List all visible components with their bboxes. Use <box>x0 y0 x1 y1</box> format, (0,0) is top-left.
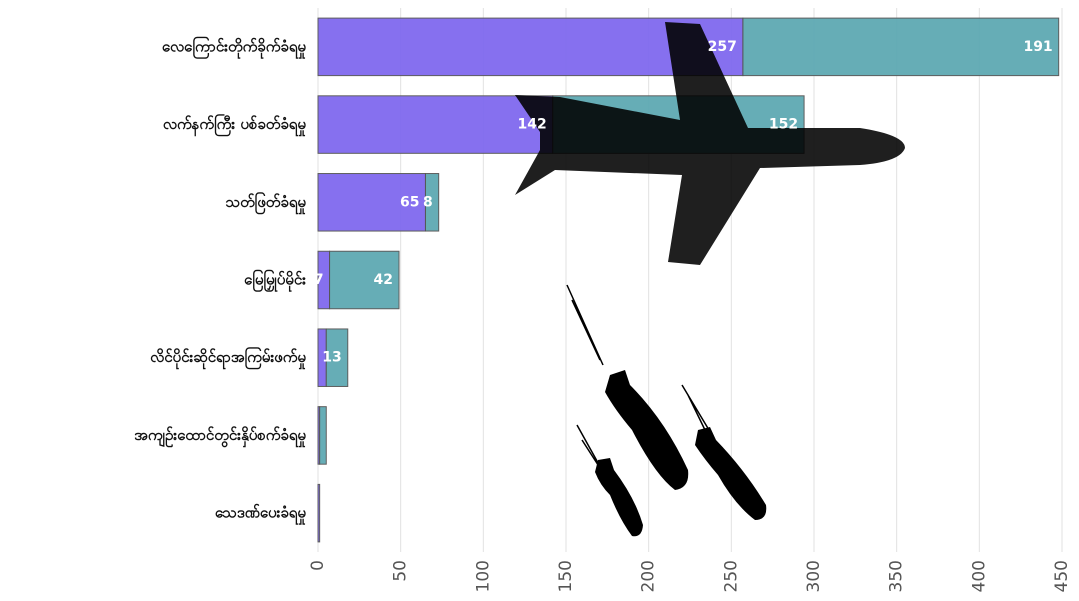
x-tick-label: 400 <box>969 560 989 592</box>
x-tick-label: 250 <box>721 560 741 592</box>
x-tick-label: 50 <box>391 560 411 582</box>
value-label: 257 <box>708 39 737 55</box>
bar-segment <box>320 407 327 465</box>
value-label: 65 <box>400 194 419 210</box>
value-label: 142 <box>518 117 547 133</box>
value-label: 7 <box>314 272 324 288</box>
value-label: 42 <box>374 272 393 288</box>
x-tick-label: 350 <box>887 560 907 592</box>
x-tick-label: 200 <box>639 560 659 592</box>
bar-segment <box>743 18 1059 76</box>
x-tick-label: 300 <box>804 560 824 592</box>
y-tick-label: သတ်ဖြတ်ခံရမှု <box>226 191 307 215</box>
bar-segment <box>318 484 320 542</box>
value-label: 8 <box>423 194 433 210</box>
y-tick-label: သေဒဏ်ပေးခံရမှု <box>215 503 307 526</box>
value-label: 13 <box>322 350 341 366</box>
chart: 0 50 100 150 200 250 300 350 400 450 လေကြောင်းတိုက… <box>0 0 1079 601</box>
y-tick-label: မြေမြှုပ်မိုင်း <box>244 269 306 293</box>
x-tick-label: 150 <box>556 560 576 592</box>
y-tick-label: လိင်ပိုင်းဆိုင်ရာအကြမ်းဖက်မှု <box>150 346 306 370</box>
y-tick-label: လက်နက်ကြီး ပစ်ခတ်ခံရမှု <box>163 113 306 137</box>
x-tick-label: 100 <box>473 560 493 592</box>
value-label: 191 <box>1023 39 1052 55</box>
y-tick-label: အကျဉ်းထောင်တွင်းနှိပ်စက်ခံရမှု <box>134 425 306 448</box>
bomb-icons <box>567 285 766 536</box>
x-tick-label: 0 <box>308 560 328 571</box>
x-tick-label: 450 <box>1052 560 1072 592</box>
value-label: 152 <box>769 117 798 133</box>
y-tick-label: လေကြောင်းတိုက်ခိုက်ခံရမှု <box>162 35 307 59</box>
